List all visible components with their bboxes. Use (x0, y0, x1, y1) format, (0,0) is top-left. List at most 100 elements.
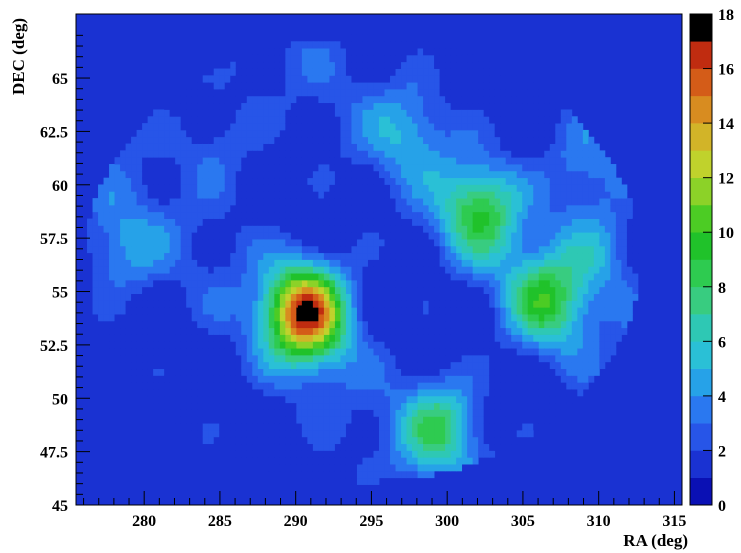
heatmap-cell (588, 259, 595, 267)
heatmap-cell (555, 157, 562, 165)
heatmap-cell (175, 389, 182, 397)
heatmap-cell (312, 436, 319, 445)
heatmap-cell (153, 232, 160, 240)
heatmap-cell (274, 239, 281, 247)
heatmap-cell (395, 259, 402, 267)
heatmap-cell (483, 157, 490, 165)
heatmap-cell (290, 354, 297, 363)
heatmap-cell (268, 82, 275, 90)
heatmap-cell (301, 143, 308, 151)
heatmap-cell (456, 293, 463, 301)
heatmap-cell (439, 143, 446, 151)
heatmap-cell (285, 136, 292, 144)
heatmap-cell (180, 300, 187, 308)
heatmap-cell (423, 82, 429, 90)
heatmap-cell (263, 143, 270, 151)
heatmap-cell (136, 341, 143, 349)
heatmap-cell (467, 314, 474, 322)
heatmap-cell (390, 354, 396, 363)
heatmap-cell (505, 102, 512, 110)
heatmap-cell (191, 116, 198, 124)
heatmap-cell (351, 266, 358, 274)
heatmap-cell (367, 204, 374, 213)
heatmap-cell (560, 232, 567, 240)
heatmap-cell (373, 341, 380, 349)
heatmap-cell (500, 382, 507, 390)
heatmap-cell (373, 75, 380, 83)
heatmap-cell (428, 327, 435, 335)
heatmap-cell (390, 402, 396, 410)
heatmap-cell (522, 239, 529, 247)
heatmap-cell (412, 273, 418, 281)
heatmap-cell (417, 211, 424, 219)
heatmap-cell (147, 334, 154, 342)
heatmap-cell (230, 239, 237, 247)
heatmap-cell (290, 198, 297, 206)
heatmap-cell (257, 409, 264, 417)
heatmap-cell (329, 150, 336, 158)
heatmap-cell (153, 157, 160, 165)
heatmap-cell (500, 354, 507, 363)
heatmap-cell (301, 450, 308, 458)
heatmap-cell (588, 341, 595, 349)
heatmap-cell (164, 204, 171, 213)
heatmap-cell (406, 320, 413, 329)
heatmap-cell (439, 204, 446, 213)
heatmap-cell (461, 225, 468, 233)
heatmap-cell (356, 41, 363, 49)
heatmap-cell (340, 177, 347, 185)
heatmap-cell (461, 341, 468, 349)
heatmap-cell (367, 54, 374, 63)
heatmap-cell (379, 273, 385, 281)
heatmap-cell (538, 327, 545, 335)
heatmap-cell (213, 211, 220, 219)
heatmap-cell (334, 334, 341, 342)
heatmap-cell (472, 95, 479, 104)
heatmap-cell (186, 307, 193, 315)
heatmap-cell (175, 409, 182, 417)
heatmap-cell (158, 157, 165, 165)
heatmap-cell (522, 252, 529, 260)
heatmap-cell (329, 225, 336, 233)
heatmap-cell (323, 116, 330, 124)
heatmap-cell (483, 375, 490, 383)
heatmap-cell (500, 150, 507, 158)
heatmap-cell (290, 436, 297, 445)
heatmap-cell (120, 279, 126, 288)
heatmap-cell (478, 170, 485, 179)
heatmap-cell (439, 314, 446, 322)
heatmap-cell (538, 307, 545, 315)
heatmap-cell (323, 164, 330, 172)
heatmap-cell (461, 320, 468, 329)
heatmap-cell (362, 157, 369, 165)
heatmap-cell (290, 334, 297, 342)
heatmap-cell (340, 354, 347, 363)
heatmap-cell (555, 129, 562, 138)
heatmap-cell (312, 402, 319, 410)
heatmap-cell (566, 259, 573, 267)
heatmap-cell (384, 177, 391, 185)
heatmap-cell (439, 464, 446, 472)
heatmap-cell (566, 177, 573, 185)
heatmap-cell (406, 68, 413, 76)
heatmap-cell (582, 170, 589, 179)
heatmap-cell (401, 109, 407, 117)
heatmap-cell (307, 48, 314, 56)
heatmap-cell (390, 409, 396, 417)
heatmap-cell (533, 95, 540, 104)
heatmap-cell (412, 259, 418, 267)
heatmap-cell (390, 443, 396, 451)
heatmap-cell (439, 286, 446, 294)
heatmap-cell (301, 252, 308, 260)
heatmap-cell (279, 314, 286, 322)
heatmap-cell (516, 225, 523, 233)
heatmap-cell (549, 361, 556, 370)
heatmap-cell (450, 348, 457, 356)
heatmap-cell (401, 300, 407, 308)
heatmap-cell (136, 327, 143, 335)
heatmap-cell (340, 423, 347, 431)
heatmap-cell (241, 136, 248, 144)
heatmap-cell (241, 225, 248, 233)
heatmap-cell (527, 300, 534, 308)
heatmap-cell (345, 273, 352, 281)
